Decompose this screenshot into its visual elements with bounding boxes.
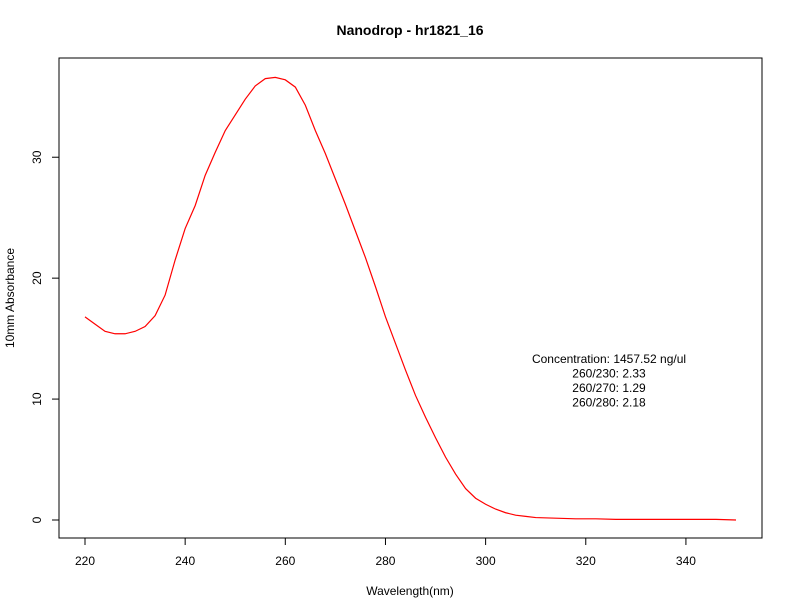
x-tick-label: 240 (175, 554, 195, 568)
absorbance-series-line (84, 76, 737, 521)
plot-frame (58, 57, 763, 539)
x-tick-label: 280 (375, 554, 395, 568)
x-tick-label: 260 (275, 554, 295, 568)
chart-title: Nanodrop - hr1821_16 (336, 22, 483, 38)
annotation-line: Concentration: 1457.52 ng/ul (532, 352, 686, 366)
y-tick-label: 0 (30, 516, 44, 523)
y-tick-label: 30 (30, 150, 44, 164)
y-tick-label: 20 (30, 271, 44, 285)
y-axis: 0 10 20 30 (30, 150, 60, 523)
annotation-line: 260/230: 2.33 (572, 367, 646, 381)
y-tick-label: 10 (30, 392, 44, 406)
x-axis: 220 240 260 280 300 320 340 (75, 537, 696, 568)
x-axis-title: Wavelength(nm) (366, 584, 454, 598)
y-axis-title: 10mm Absorbance (3, 248, 17, 348)
annotation-line: 260/270: 1.29 (572, 381, 646, 395)
annotation-line: 260/280: 2.18 (572, 396, 646, 410)
x-tick-label: 220 (75, 554, 95, 568)
x-tick-label: 340 (676, 554, 696, 568)
x-tick-label: 300 (476, 554, 496, 568)
x-tick-label: 320 (576, 554, 596, 568)
